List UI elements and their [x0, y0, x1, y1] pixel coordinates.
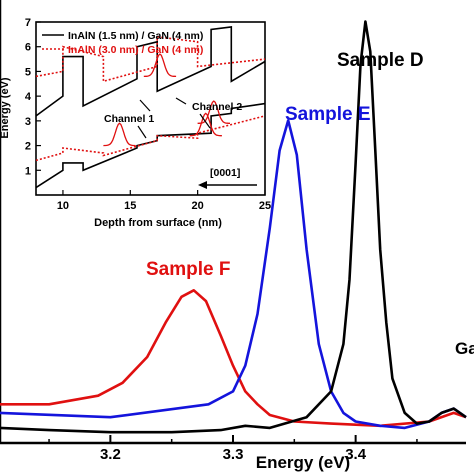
main-x-tick-label: 3.2 — [100, 446, 121, 463]
arrow-channel-1b — [137, 125, 147, 139]
direction-arrowhead — [198, 181, 207, 189]
annotation-sample-f: Sample F — [146, 259, 230, 280]
main-xlabel: Energy (eV) — [256, 453, 350, 472]
main-x-ticks: 3.2 3.3 3.4 — [48, 435, 418, 463]
inset-y-tick-label: 2 — [25, 141, 31, 153]
inset-band-edge-1-1 — [35, 25, 266, 117]
inset-wavefunction — [103, 122, 136, 147]
inset-ylabel: Energy (eV) — [0, 77, 11, 138]
annotation-channel-2: Channel 2 — [192, 101, 242, 113]
inset-frame — [35, 21, 266, 196]
inset-wavefunctions — [103, 53, 230, 147]
inset-band-edge-2-1 — [35, 35, 266, 83]
main-x-tick-label: 3.3 — [223, 446, 244, 463]
inset-y-tick-label: 4 — [25, 91, 32, 103]
inset-x-tick-label: 10 — [57, 200, 69, 212]
inset-y-tick-label: 6 — [25, 42, 31, 54]
annotation-channel-1: Channel 1 — [104, 113, 154, 125]
inset-wavefunction — [143, 53, 177, 78]
arrow-channel-1 — [139, 99, 151, 112]
inset-wavefunction — [189, 112, 222, 137]
series-line-sample-d — [0, 20, 467, 434]
inset-y-tick-label: 3 — [25, 116, 31, 128]
inset-x-tick-label: 15 — [124, 200, 136, 212]
inset-band-edge-2-2 — [35, 115, 266, 162]
main-series-group — [0, 20, 467, 434]
series-line-sample-f — [0, 288, 467, 428]
legend-label-2: InAlN (3.0 nm) / GaN (4 nm) — [68, 44, 203, 56]
annotation-sample-d: Sample D — [337, 50, 424, 71]
inset-y-tick-label: 5 — [25, 66, 31, 78]
annotation-sample-e: Sample E — [285, 104, 371, 125]
main-x-tick-label: 3.4 — [345, 446, 367, 463]
inset-series-group — [35, 25, 266, 189]
annotation-ga: Ga — [455, 339, 474, 358]
inset-x-tick-label: 25 — [259, 200, 271, 212]
legend-label-1: InAlN (1.5 nm) / GaN (4 nm) — [68, 30, 203, 42]
inset-y-tick-label: 1 — [25, 165, 31, 177]
inset-xlabel: Depth from surface (nm) — [94, 217, 222, 229]
arrow-channel-2 — [175, 97, 187, 105]
inset-x-tick-label: 20 — [192, 200, 204, 212]
inset-ticks: 10 15 20 25 1 2 3 4 5 6 7 — [25, 17, 271, 212]
inset-wavefunction — [197, 100, 230, 124]
inset-y-tick-label: 7 — [25, 17, 31, 29]
arrow-channel-2b — [199, 113, 211, 129]
annotation-direction: [0001] — [210, 167, 240, 179]
